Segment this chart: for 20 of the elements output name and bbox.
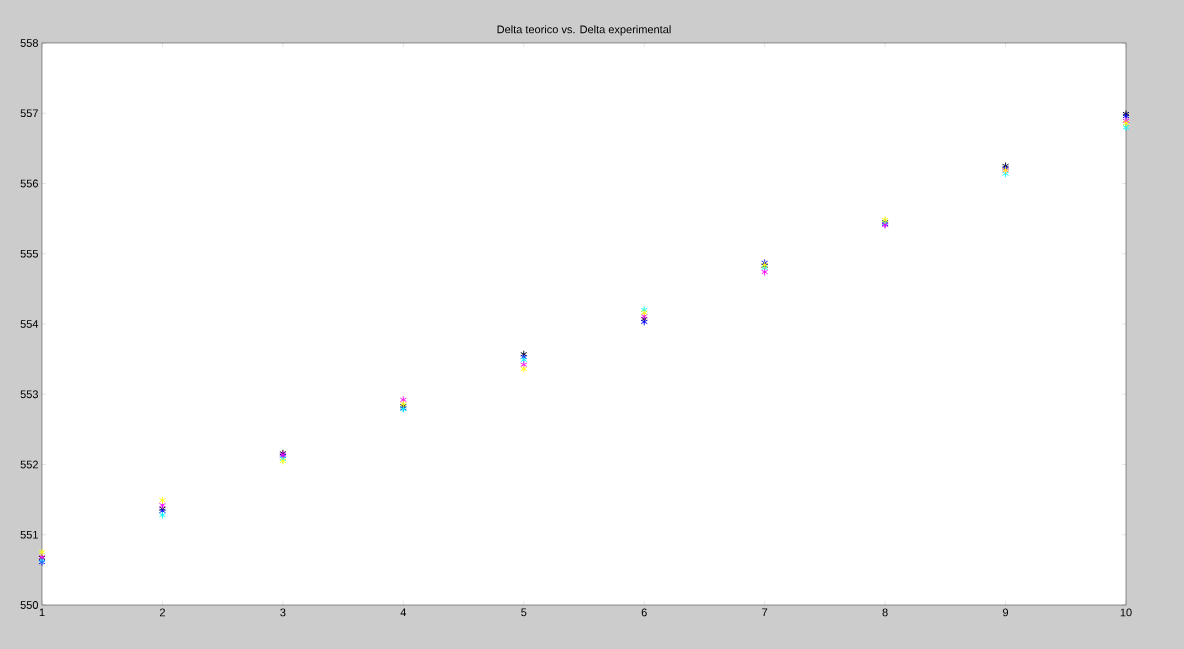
y-tick-label: 551 [20,530,38,539]
y-tick-label: 556 [20,179,38,188]
y-tick-label: 553 [20,390,38,399]
chart-title: Delta teorico vs. Delta experimental [497,25,671,36]
x-tick-label: 9 [1002,608,1009,617]
x-tick-label: 7 [762,608,768,617]
y-tick-label: 558 [20,39,38,47]
x-tick-label: 1 [39,608,45,617]
y-tick-label: 555 [20,249,38,258]
x-tick-label: 6 [641,608,647,617]
y-tick-label: 550 [20,601,39,609]
x-tick-label: 8 [882,608,888,617]
x-tick-label: 5 [521,608,527,617]
y-tick-label: 554 [20,320,39,328]
y-tick-label: 552 [20,460,38,469]
x-tick-label: 2 [159,608,165,617]
x-tick-label: 4 [400,608,407,617]
y-tick-label: 557 [20,109,38,118]
x-tick-label: 3 [280,608,286,617]
x-tick-label: 10 [1120,608,1132,617]
